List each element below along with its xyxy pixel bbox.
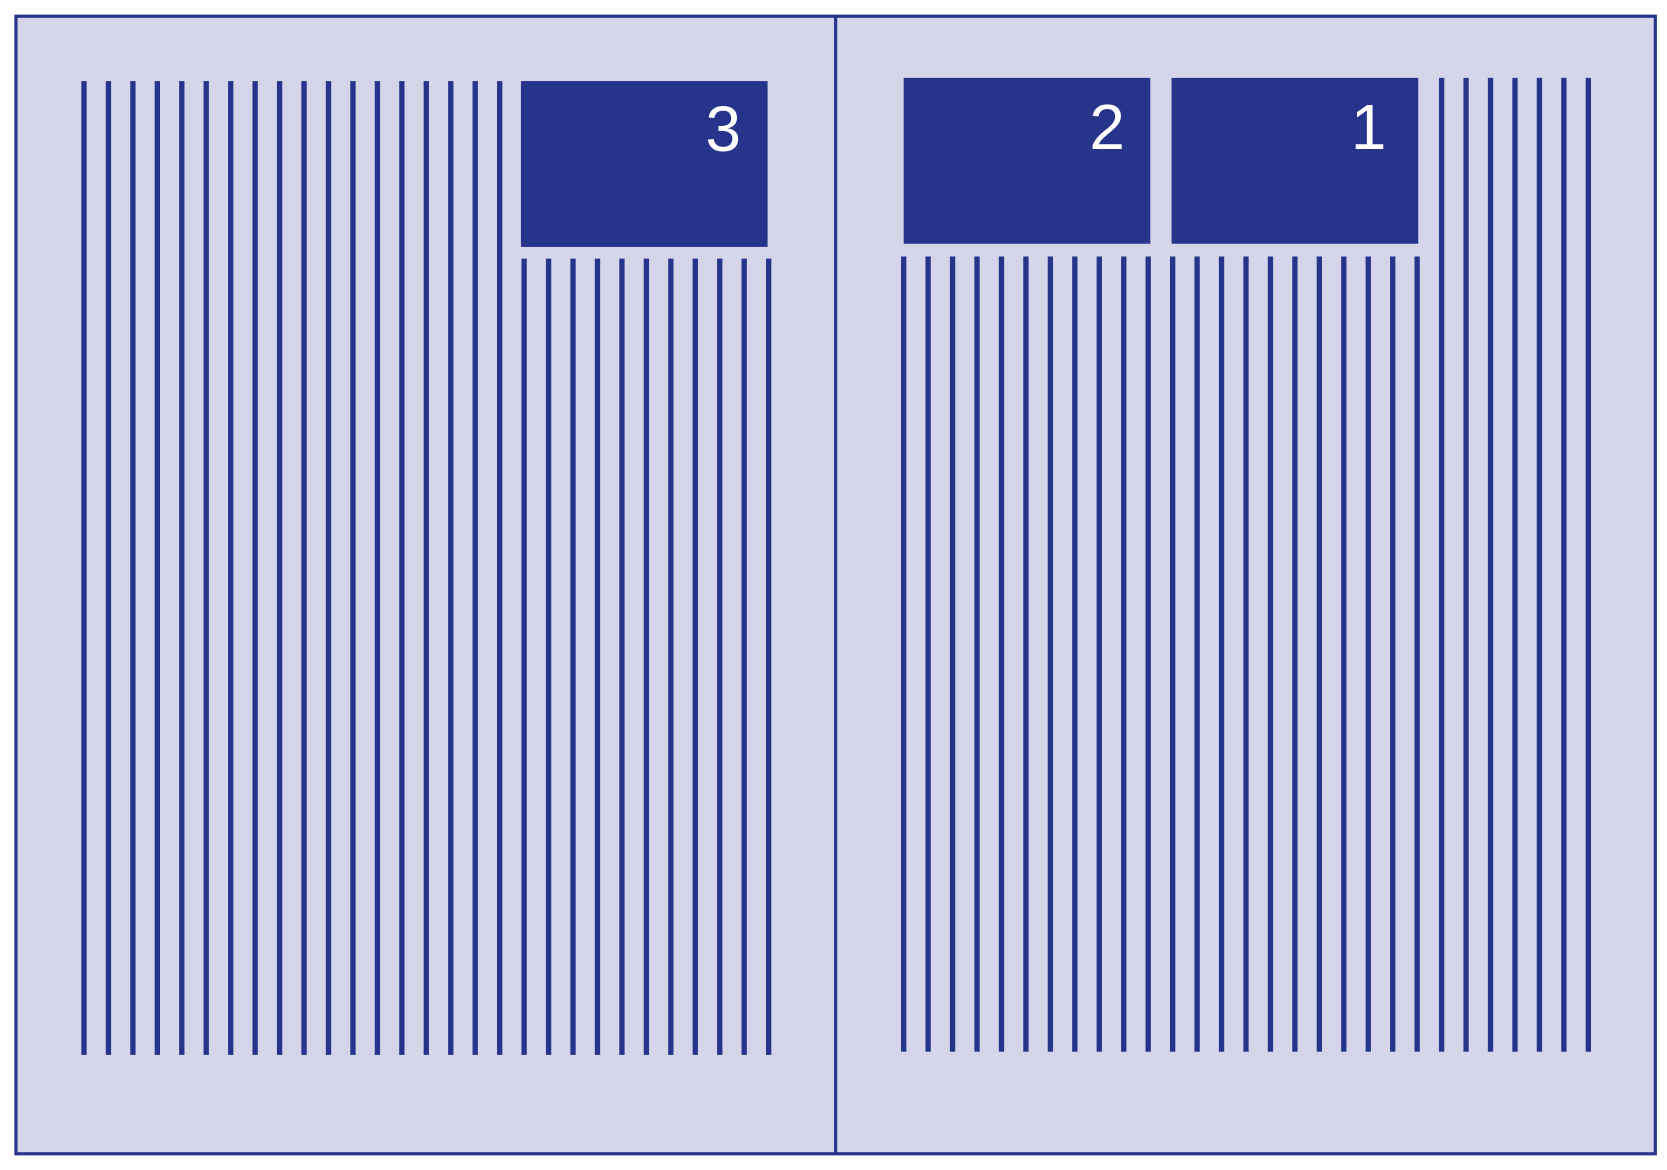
right-page-text-line	[1487, 77, 1494, 1052]
left-page-text-line	[448, 81, 454, 1055]
left-page-text-line-below-panel	[594, 258, 601, 1055]
left-page-text-line-below-panel	[570, 258, 576, 1055]
right-page-text-line-below-panels	[901, 256, 907, 1052]
right-page-text-line-below-panels	[1267, 256, 1274, 1052]
left-page-text-line	[497, 81, 503, 1055]
panel-3-label: 3	[706, 93, 741, 165]
right-page-text-line	[1536, 77, 1543, 1052]
right-page-text-line-below-panels	[1121, 256, 1127, 1052]
right-page-text-line-below-panels	[1316, 256, 1323, 1052]
left-page-text-line	[81, 81, 87, 1055]
left-page-text-line	[399, 81, 405, 1055]
right-page-text-line-below-panels	[1414, 256, 1420, 1052]
left-page-text-line	[472, 81, 478, 1055]
right-page-text-line-below-panels	[1023, 256, 1029, 1052]
right-page-text-line-below-panels	[1169, 256, 1176, 1052]
right-page-text-line	[1561, 77, 1567, 1052]
panel-3-box	[520, 81, 768, 247]
left-page-text-line-below-panel	[545, 258, 552, 1055]
left-page-text-line-below-panel	[619, 258, 625, 1055]
right-page-text-line-below-panels	[974, 256, 980, 1052]
right-page-text-line-below-panels	[1072, 256, 1078, 1052]
right-page-text-line-below-panels	[1243, 256, 1249, 1052]
right-page-text-line-below-panels	[1194, 256, 1200, 1052]
right-page-text-line-below-panels	[1365, 256, 1371, 1052]
panel-2-box	[903, 77, 1151, 244]
left-page-text-line-below-panel	[692, 258, 698, 1055]
right-page-text-line-below-panels	[1292, 256, 1298, 1052]
right-page-text-line-below-panels	[1390, 256, 1396, 1052]
left-page-text-line-below-panel	[521, 258, 527, 1055]
right-page-text-line	[1463, 77, 1469, 1052]
left-page-text-line-below-panel	[717, 258, 723, 1055]
left-page-text-line	[325, 81, 332, 1055]
panel-1-label: 1	[1351, 91, 1386, 163]
left-page-text-line	[252, 81, 258, 1055]
left-page-text-line	[203, 81, 209, 1055]
right-page-text-line-below-panels	[925, 256, 931, 1052]
right-page-text-line	[1438, 77, 1445, 1052]
right-page-text-line-below-panels	[1218, 256, 1225, 1052]
left-page-text-line	[105, 81, 112, 1055]
panel-1-box	[1171, 77, 1419, 244]
left-page-text-line	[130, 81, 136, 1055]
left-page-text-line	[179, 81, 185, 1055]
right-page-text-line	[1512, 77, 1518, 1052]
left-page-text-line	[350, 81, 356, 1055]
left-page-text-line	[374, 81, 381, 1055]
left-page-text-line-below-panel	[668, 258, 674, 1055]
right-page-text-line-below-panels	[1341, 256, 1347, 1052]
left-page-text-line	[154, 81, 161, 1055]
right-page-text-line-below-panels	[1096, 256, 1102, 1052]
left-page-text-line-below-panel	[741, 258, 747, 1055]
right-page-text-line	[1585, 77, 1591, 1052]
right-page-text-line-below-panels	[1047, 256, 1054, 1052]
left-page-text-line	[228, 81, 234, 1055]
right-page-text-line-below-panels	[998, 256, 1005, 1052]
left-page-text-line	[276, 81, 283, 1055]
right-page-text-line-below-panels	[949, 256, 956, 1052]
right-page-text-line-below-panels	[1145, 256, 1151, 1052]
panel-2-label: 2	[1089, 91, 1124, 163]
left-page-text-line	[423, 81, 429, 1055]
left-page-text-line-below-panel	[643, 258, 650, 1055]
left-page-text-line-below-panel	[765, 258, 772, 1055]
left-page-text-line	[301, 81, 307, 1055]
